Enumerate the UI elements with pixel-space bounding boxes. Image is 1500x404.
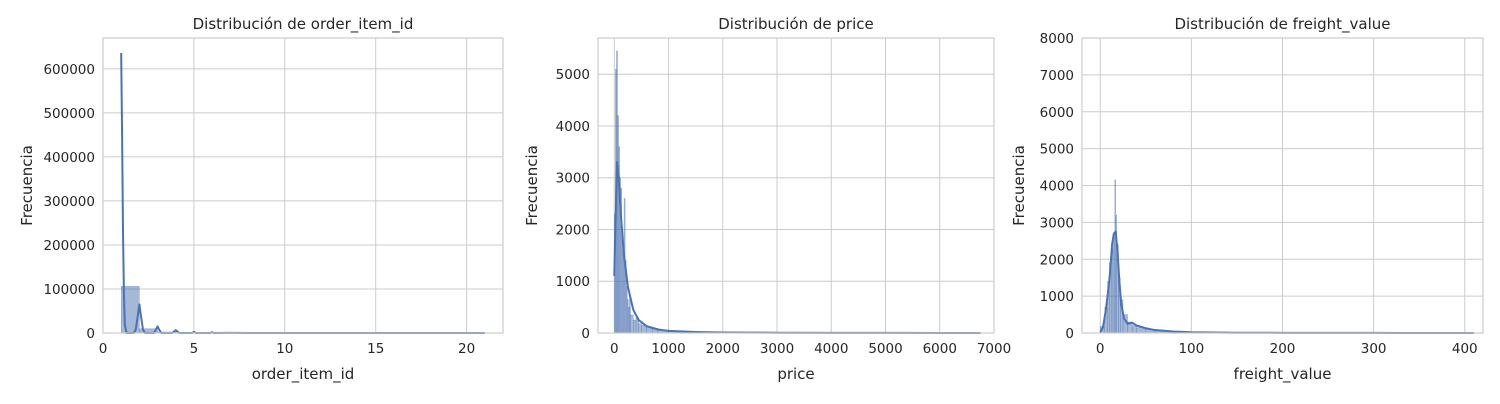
histogram-bar [639,324,642,333]
y-tick-label: 2000 [556,222,590,238]
y-axis-label: Frecuencia [1010,145,1028,226]
histogram-bar [631,315,634,333]
x-tick-label: 7000 [977,341,1011,357]
kde-line [1100,232,1474,333]
x-tick-label: 3000 [760,341,794,357]
y-tick-label: 8000 [1040,31,1074,47]
y-tick-label: 5000 [556,67,590,83]
y-axis-label: Frecuencia [523,145,541,226]
x-tick-label: 2000 [706,341,740,357]
y-tick-label: 0 [86,326,95,342]
y-tick-label: 1000 [556,274,590,290]
kde-line [614,162,980,333]
histogram-bar [1132,326,1137,333]
x-axis-label: price [777,365,814,383]
x-tick-label: 4000 [814,341,848,357]
x-tick-label: 10 [276,341,293,357]
chart-title: Distribución de freight_value [1174,15,1390,34]
x-axis-label: order_item_id [252,365,355,384]
y-tick-label: 3000 [556,171,590,187]
y-tick-label: 0 [1065,326,1074,342]
y-tick-label: 500000 [43,106,95,122]
x-tick-label: 20 [458,341,475,357]
y-tick-label: 4000 [1040,179,1074,195]
y-tick-label: 100000 [43,282,95,298]
y-tick-label: 5000 [1040,142,1074,158]
chart-panel-1: 0 5 10 15 20 0 100000 200000 300000 400000 500000 6… [18,15,503,384]
y-tick-label: 3000 [1040,215,1074,231]
chart-panel-2: 0 1000 2000 3000 4000 5000 6000 7000 0 1000 2000 30… [523,15,1011,383]
chart-title: Distribución de price [718,15,874,33]
x-axis-label: freight_value [1234,365,1332,384]
x-tick-label: 1000 [651,341,685,357]
x-tick-label: 6000 [923,341,957,357]
x-tick-label: 5 [190,341,199,357]
y-tick-label: 200000 [43,238,95,254]
y-axis-label: Frecuencia [18,145,36,226]
x-tick-label: 400 [1452,341,1478,357]
plot-frame [598,38,994,333]
y-tick-label: 1000 [1040,289,1074,305]
kde-line [121,53,485,333]
y-tick-label: 2000 [1040,252,1074,268]
y-tick-label: 0 [581,326,590,342]
x-tick-label: 0 [1096,341,1105,357]
x-tick-label: 5000 [868,341,902,357]
x-tick-label: 15 [367,341,384,357]
chart-title: Distribución de order_item_id [193,15,414,34]
y-tick-label: 7000 [1040,68,1074,84]
x-tick-label: 100 [1178,341,1204,357]
y-tick-label: 6000 [1040,105,1074,121]
y-tick-label: 4000 [556,119,590,135]
y-tick-label: 600000 [43,62,95,78]
x-tick-label: 300 [1361,341,1387,357]
histogram-bar [633,320,636,333]
y-tick-label: 400000 [43,150,95,166]
x-tick-label: 200 [1270,341,1296,357]
histogram-bar [1113,237,1115,333]
x-tick-label: 0 [99,341,108,357]
x-tick-label: 0 [610,341,619,357]
y-tick-label: 300000 [43,194,95,210]
